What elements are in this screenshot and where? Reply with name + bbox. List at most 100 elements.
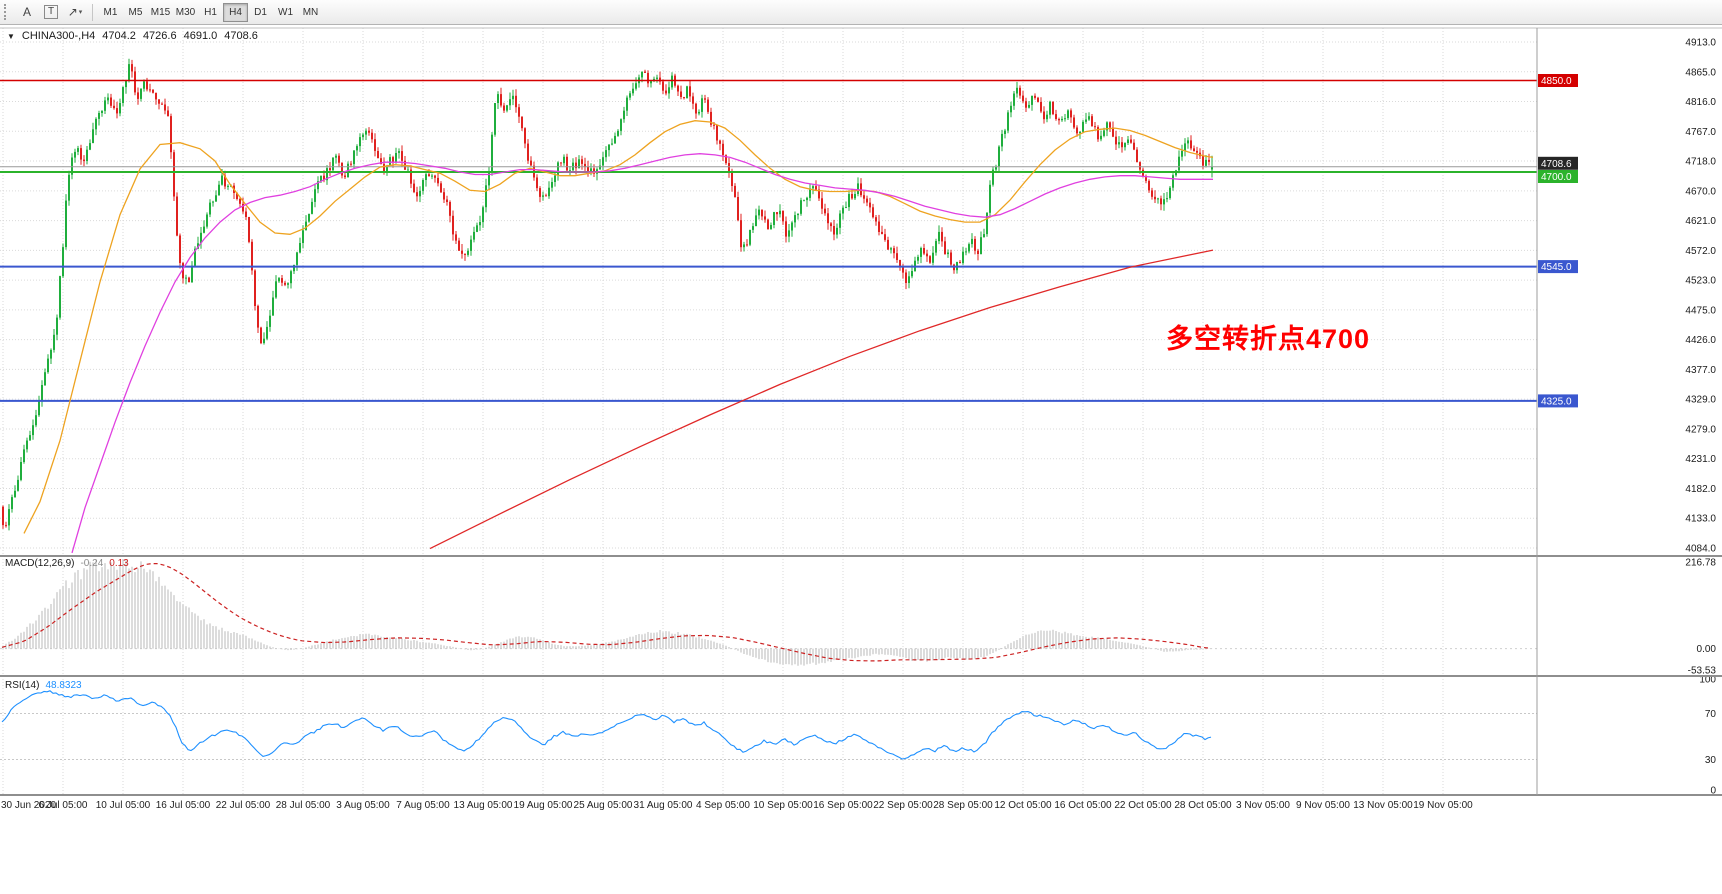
price-badge-4850.0: [1538, 74, 1578, 87]
line-tools-group: A T ↗ ▾: [2, 0, 87, 24]
price-tick-label: 4865.0: [1685, 67, 1716, 78]
rsi-0-label: 0: [1710, 786, 1716, 797]
chart-collapse-caret-icon[interactable]: ▼: [7, 31, 15, 41]
time-tick-label: 16 Oct 05:00: [1054, 800, 1112, 811]
time-tick-label: 19 Aug 05:00: [514, 800, 573, 811]
price-badge-4850.0-text: 4850.0: [1541, 76, 1572, 87]
rsi-30-label: 30: [1705, 755, 1717, 766]
macd-name: MACD(12,26,9): [5, 558, 75, 569]
time-tick-label: 22 Oct 05:00: [1114, 800, 1172, 811]
timeframe-h1-button[interactable]: H1: [204, 6, 217, 18]
time-tick-label: 10 Sep 05:00: [753, 800, 813, 811]
toolbar-grip[interactable]: [4, 4, 10, 20]
price-tick-label: 4426.0: [1685, 335, 1716, 346]
mid-ma-line: [71, 153, 1213, 554]
price-tick-label: 4767.0: [1685, 127, 1716, 138]
time-tick-label: 25 Aug 05:00: [574, 800, 633, 811]
macd-min-label: -53.53: [1688, 666, 1717, 677]
moving-averages-layer: [23, 120, 1214, 554]
price-tick-label: 4231.0: [1685, 454, 1716, 465]
dropdown-caret-icon: ▾: [78, 9, 83, 16]
price-tick-label: 4718.0: [1685, 157, 1716, 168]
grid-layer: [0, 28, 1537, 795]
chart-region[interactable]: 4913.0 4865.0 4816.0 4767.0 4718.0 4670.0 4621…: [0, 25, 1722, 894]
chart-header: ▼ CHINA300-,H4 4704.2 4726.6 4691.0 4708…: [7, 30, 258, 42]
rsi-layer: [0, 690, 1537, 760]
price-tick-label: 4377.0: [1685, 365, 1716, 376]
chart-annotation: 多空转折点4700: [1166, 324, 1371, 354]
timeframe-d1-button[interactable]: D1: [254, 6, 267, 18]
price-tick-label: 4475.0: [1685, 305, 1716, 316]
rsi-line: [1, 690, 1212, 760]
price-tick-label: 4670.0: [1685, 186, 1716, 197]
price-tick-label: 4084.0: [1685, 544, 1716, 555]
label-tool-button[interactable]: A: [16, 2, 38, 22]
price-tick-label: 4133.0: [1685, 514, 1716, 525]
text-tool-button[interactable]: T: [40, 2, 62, 22]
time-tick-label: 12 Oct 05:00: [994, 800, 1052, 811]
timeframe-m15-button[interactable]: M15: [150, 6, 171, 18]
toolbar: A T ↗ ▾ M1 M5 M15 M30 H1 H4 D1 W1 MN: [0, 0, 1722, 25]
axis-layer: 4913.0 4865.0 4816.0 4767.0 4718.0 4670.0 4621…: [1, 38, 1716, 812]
time-tick-label: 31 Aug 05:00: [634, 800, 693, 811]
price-tick-label: 4572.0: [1685, 246, 1716, 257]
time-tick-label: 28 Oct 05:00: [1174, 800, 1232, 811]
rsi-name: RSI(14): [5, 680, 40, 691]
toolbar-separator: [92, 3, 93, 21]
current-price-badge-text: 4708.6: [1541, 159, 1572, 170]
timeframe-m1-button[interactable]: M1: [103, 6, 118, 18]
price-badge-4545.0-text: 4545.0: [1541, 262, 1572, 273]
fast-ma-line: [23, 120, 1214, 534]
time-tick-label: 30 Jun 2020: [1, 800, 56, 811]
timeframe-mn-button[interactable]: MN: [302, 6, 319, 18]
time-tick-label: 22 Sep 05:00: [873, 800, 933, 811]
time-tick-label: 16 Sep 05:00: [813, 800, 873, 811]
time-tick-label: 28 Jul 05:00: [276, 800, 331, 811]
macd-signal-value: 0.13: [109, 558, 129, 569]
time-tick-label: 16 Jul 05:00: [156, 800, 211, 811]
timeframes-group: M1 M5 M15 M30 H1 H4 D1 W1 MN: [98, 0, 323, 24]
macd-zero-label: 0.00: [1697, 644, 1717, 655]
price-tick-label: 4182.0: [1685, 484, 1716, 495]
macd-main-value: -0.24: [80, 558, 104, 569]
time-tick-label: 4 Sep 05:00: [696, 800, 750, 811]
time-tick-label: 3 Aug 05:00: [336, 800, 390, 811]
timeframe-m5-button[interactable]: M5: [128, 6, 143, 18]
price-badge-4325.0-text: 4325.0: [1541, 396, 1572, 407]
time-tick-label: 10 Jul 05:00: [96, 800, 151, 811]
rsi-70-label: 70: [1705, 709, 1717, 720]
time-tick-label: 22 Jul 05:00: [216, 800, 271, 811]
price-badge-4545.0: [1538, 260, 1578, 274]
high-value: 4726.6: [142, 30, 177, 42]
price-tick-label: 4816.0: [1685, 97, 1716, 108]
slow-ma-line: [429, 249, 1214, 550]
symbol-period-label: CHINA300-,H4: [21, 30, 96, 42]
timeframe-w1-button[interactable]: W1: [278, 6, 293, 18]
time-tick-label: 13 Aug 05:00: [454, 800, 513, 811]
label-tool-icon: A: [22, 5, 31, 19]
low-value: 4691.0: [183, 30, 218, 42]
price-badge-4700.0: [1538, 170, 1578, 183]
close-value: 4708.6: [224, 30, 258, 42]
time-tick-label: 19 Nov 05:00: [1413, 800, 1473, 811]
time-tick-label: 3 Nov 05:00: [1236, 800, 1290, 811]
arrows-tool-button[interactable]: ↗ ▾: [64, 2, 86, 22]
price-badge-4700.0-text: 4700.0: [1541, 172, 1572, 183]
candles-layer: [2, 58, 1213, 531]
rsi-value: 48.8323: [45, 680, 82, 691]
timeframe-m30-button[interactable]: M30: [175, 6, 196, 18]
open-value: 4704.2: [102, 30, 136, 42]
price-tick-label: 4523.0: [1685, 276, 1716, 287]
current-price-badge: [1538, 156, 1578, 170]
macd-layer: [0, 559, 1537, 666]
price-tick-label: 4329.0: [1685, 395, 1716, 406]
arrows-tool-icon: ↗: [67, 5, 78, 19]
price-tick-label: 4913.0: [1685, 38, 1716, 49]
macd-max-label: 216.78: [1685, 558, 1716, 569]
frame-layer: [0, 27, 1722, 796]
time-tick-label: 6 Jul 05:00: [39, 800, 88, 811]
chart-canvas[interactable]: 4913.0 4865.0 4816.0 4767.0 4718.0 4670.0 4621…: [0, 25, 1722, 894]
timeframe-h4-button[interactable]: H4: [223, 2, 248, 22]
macd-signal-line: [1, 563, 1209, 662]
badges-layer: 4850.0 4700.0 4545.0 4325.0 4708.6: [1538, 74, 1578, 408]
